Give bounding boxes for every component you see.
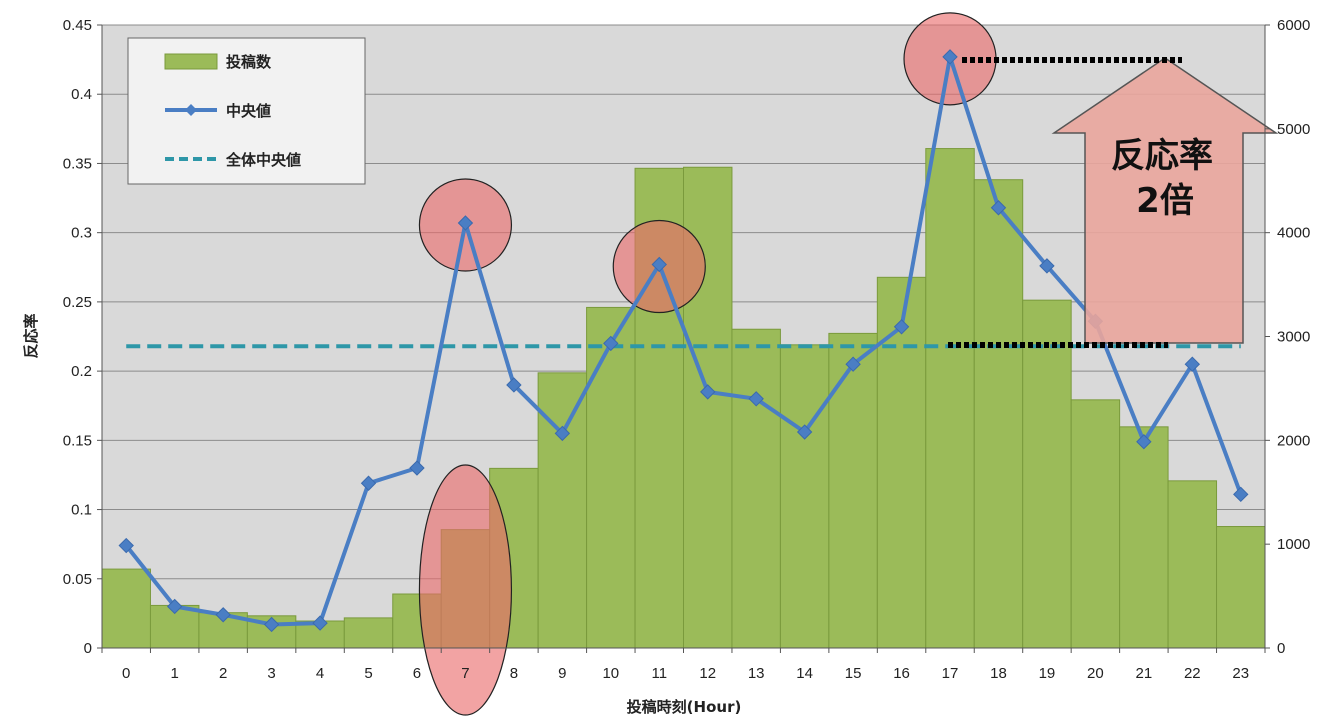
- y2-tick-label: 2000: [1277, 432, 1310, 449]
- y2-tick-label: 0: [1277, 640, 1285, 657]
- legend-label-posts: 投稿数: [226, 53, 272, 71]
- median-point-23: [1233, 486, 1249, 503]
- x-tick-label: 5: [364, 665, 372, 682]
- bar-5: [343, 617, 394, 649]
- x-tick-label: 13: [748, 665, 765, 682]
- median-point-22: [1184, 356, 1201, 372]
- x-tick-label: 23: [1232, 665, 1249, 682]
- median-point-3: [263, 616, 280, 633]
- x-tick-label: 12: [699, 665, 716, 682]
- bar-23: [1216, 526, 1266, 649]
- y2-tick-label: 3000: [1277, 329, 1310, 346]
- median-point-8: [506, 377, 522, 393]
- x-tick-label: 19: [1039, 665, 1056, 682]
- median-point-6: [409, 460, 425, 476]
- x-tick-label: 10: [602, 665, 619, 682]
- y2-tick-label: 5000: [1277, 121, 1310, 138]
- x-tick-label: 1: [171, 665, 179, 682]
- bar-21: [1119, 426, 1169, 649]
- x-tick-label: 11: [651, 665, 667, 682]
- bar-10: [586, 306, 636, 649]
- x-tick-label: 14: [796, 665, 813, 682]
- x-tick-label: 18: [990, 665, 1007, 682]
- y2-tick-label: 6000: [1277, 17, 1310, 34]
- median-point-15: [845, 356, 861, 372]
- bar-0: [101, 568, 151, 649]
- legend-label-median: 中央値: [226, 102, 271, 120]
- bar-20: [1070, 399, 1121, 649]
- x-tick-label: 17: [942, 665, 959, 682]
- median-line: [124, 54, 1243, 627]
- median-point-10: [603, 335, 619, 352]
- median-point-16: [893, 319, 910, 335]
- median-point-9: [554, 425, 571, 442]
- median-point-19: [1039, 258, 1055, 274]
- median-point-17: [942, 49, 958, 65]
- y-axis-right-ticks: 0 1000 2000 3000 4000 5000 6000: [1265, 17, 1310, 657]
- median-point-11: [651, 256, 667, 273]
- x-tick-label: 20: [1087, 665, 1104, 682]
- legend-swatch-posts: [164, 53, 218, 70]
- legend: 投稿数 中央値 全体中央値: [127, 37, 366, 185]
- median-point-7: [457, 215, 474, 231]
- arrow-label-line2: 2倍: [1136, 181, 1194, 221]
- x-tick-label: 4: [316, 665, 324, 682]
- bar-15: [828, 332, 878, 649]
- x-tick-label: 16: [893, 665, 910, 682]
- x-tick-label: 7: [461, 665, 469, 682]
- x-tick-label: 22: [1184, 665, 1201, 682]
- legend-swatch-median-marker: [185, 104, 197, 116]
- y-tick-label: 0.35: [63, 155, 92, 172]
- x-tick-label: 15: [845, 665, 862, 682]
- bar-17: [925, 148, 975, 649]
- median-point-21: [1136, 434, 1152, 450]
- highlight-ellipse-hour-7: [418, 464, 513, 716]
- y-tick-label: 0.2: [71, 363, 92, 380]
- bar-13: [731, 328, 781, 649]
- x-tick-label: 8: [510, 665, 518, 682]
- y-axis-left-ticks: 0 0.05 0.1 0.15 0.2 0.25 0.3 0.35 0.4 0.45: [63, 17, 102, 657]
- median-point-5: [360, 475, 377, 491]
- median-point-14: [796, 424, 813, 440]
- y-tick-label: 0.3: [71, 225, 92, 242]
- median-point-1: [166, 598, 183, 615]
- x-tick-label: 2: [219, 665, 227, 682]
- median-series: [118, 49, 1249, 633]
- x-tick-label: 0: [122, 665, 130, 682]
- x-tick-label: 6: [413, 665, 421, 682]
- legend-label-overall-median: 全体中央値: [225, 151, 301, 169]
- bar-18: [973, 179, 1024, 649]
- y-tick-label: 0.15: [63, 432, 92, 449]
- y-tick-label: 0: [84, 640, 92, 657]
- y2-tick-label: 1000: [1277, 536, 1310, 553]
- median-point-18: [990, 200, 1007, 216]
- bar-19: [1022, 299, 1072, 649]
- y-tick-label: 0.25: [63, 294, 92, 311]
- median-point-13: [748, 391, 764, 407]
- bar-22: [1167, 480, 1218, 649]
- y-tick-label: 0.4: [71, 86, 92, 103]
- y-axis-title: 反応率: [22, 313, 40, 358]
- x-tick-label: 9: [558, 665, 566, 682]
- median-point-4: [312, 615, 328, 631]
- y-tick-label: 0.1: [71, 502, 92, 519]
- bar-14: [779, 344, 830, 649]
- median-point-12: [700, 384, 716, 400]
- y-tick-label: 0.05: [63, 571, 92, 588]
- x-axis-ticks: 0 1 2 3 4 5 6 7 8 9 10 11 12 13 14 15 16 17 18 19 20 21 22 23: [101, 648, 1266, 682]
- y2-tick-label: 4000: [1277, 225, 1310, 242]
- arrow-label-line1: 反応率: [1111, 136, 1213, 176]
- x-tick-label: 21: [1136, 665, 1153, 682]
- x-tick-label: 3: [267, 665, 275, 682]
- median-point-2: [215, 607, 231, 623]
- median-point-0: [118, 537, 134, 554]
- x-axis-title: 投稿時刻(Hour): [627, 698, 742, 716]
- increase-arrow: 反応率 2倍: [948, 57, 1279, 348]
- y-tick-label: 0.45: [63, 17, 92, 34]
